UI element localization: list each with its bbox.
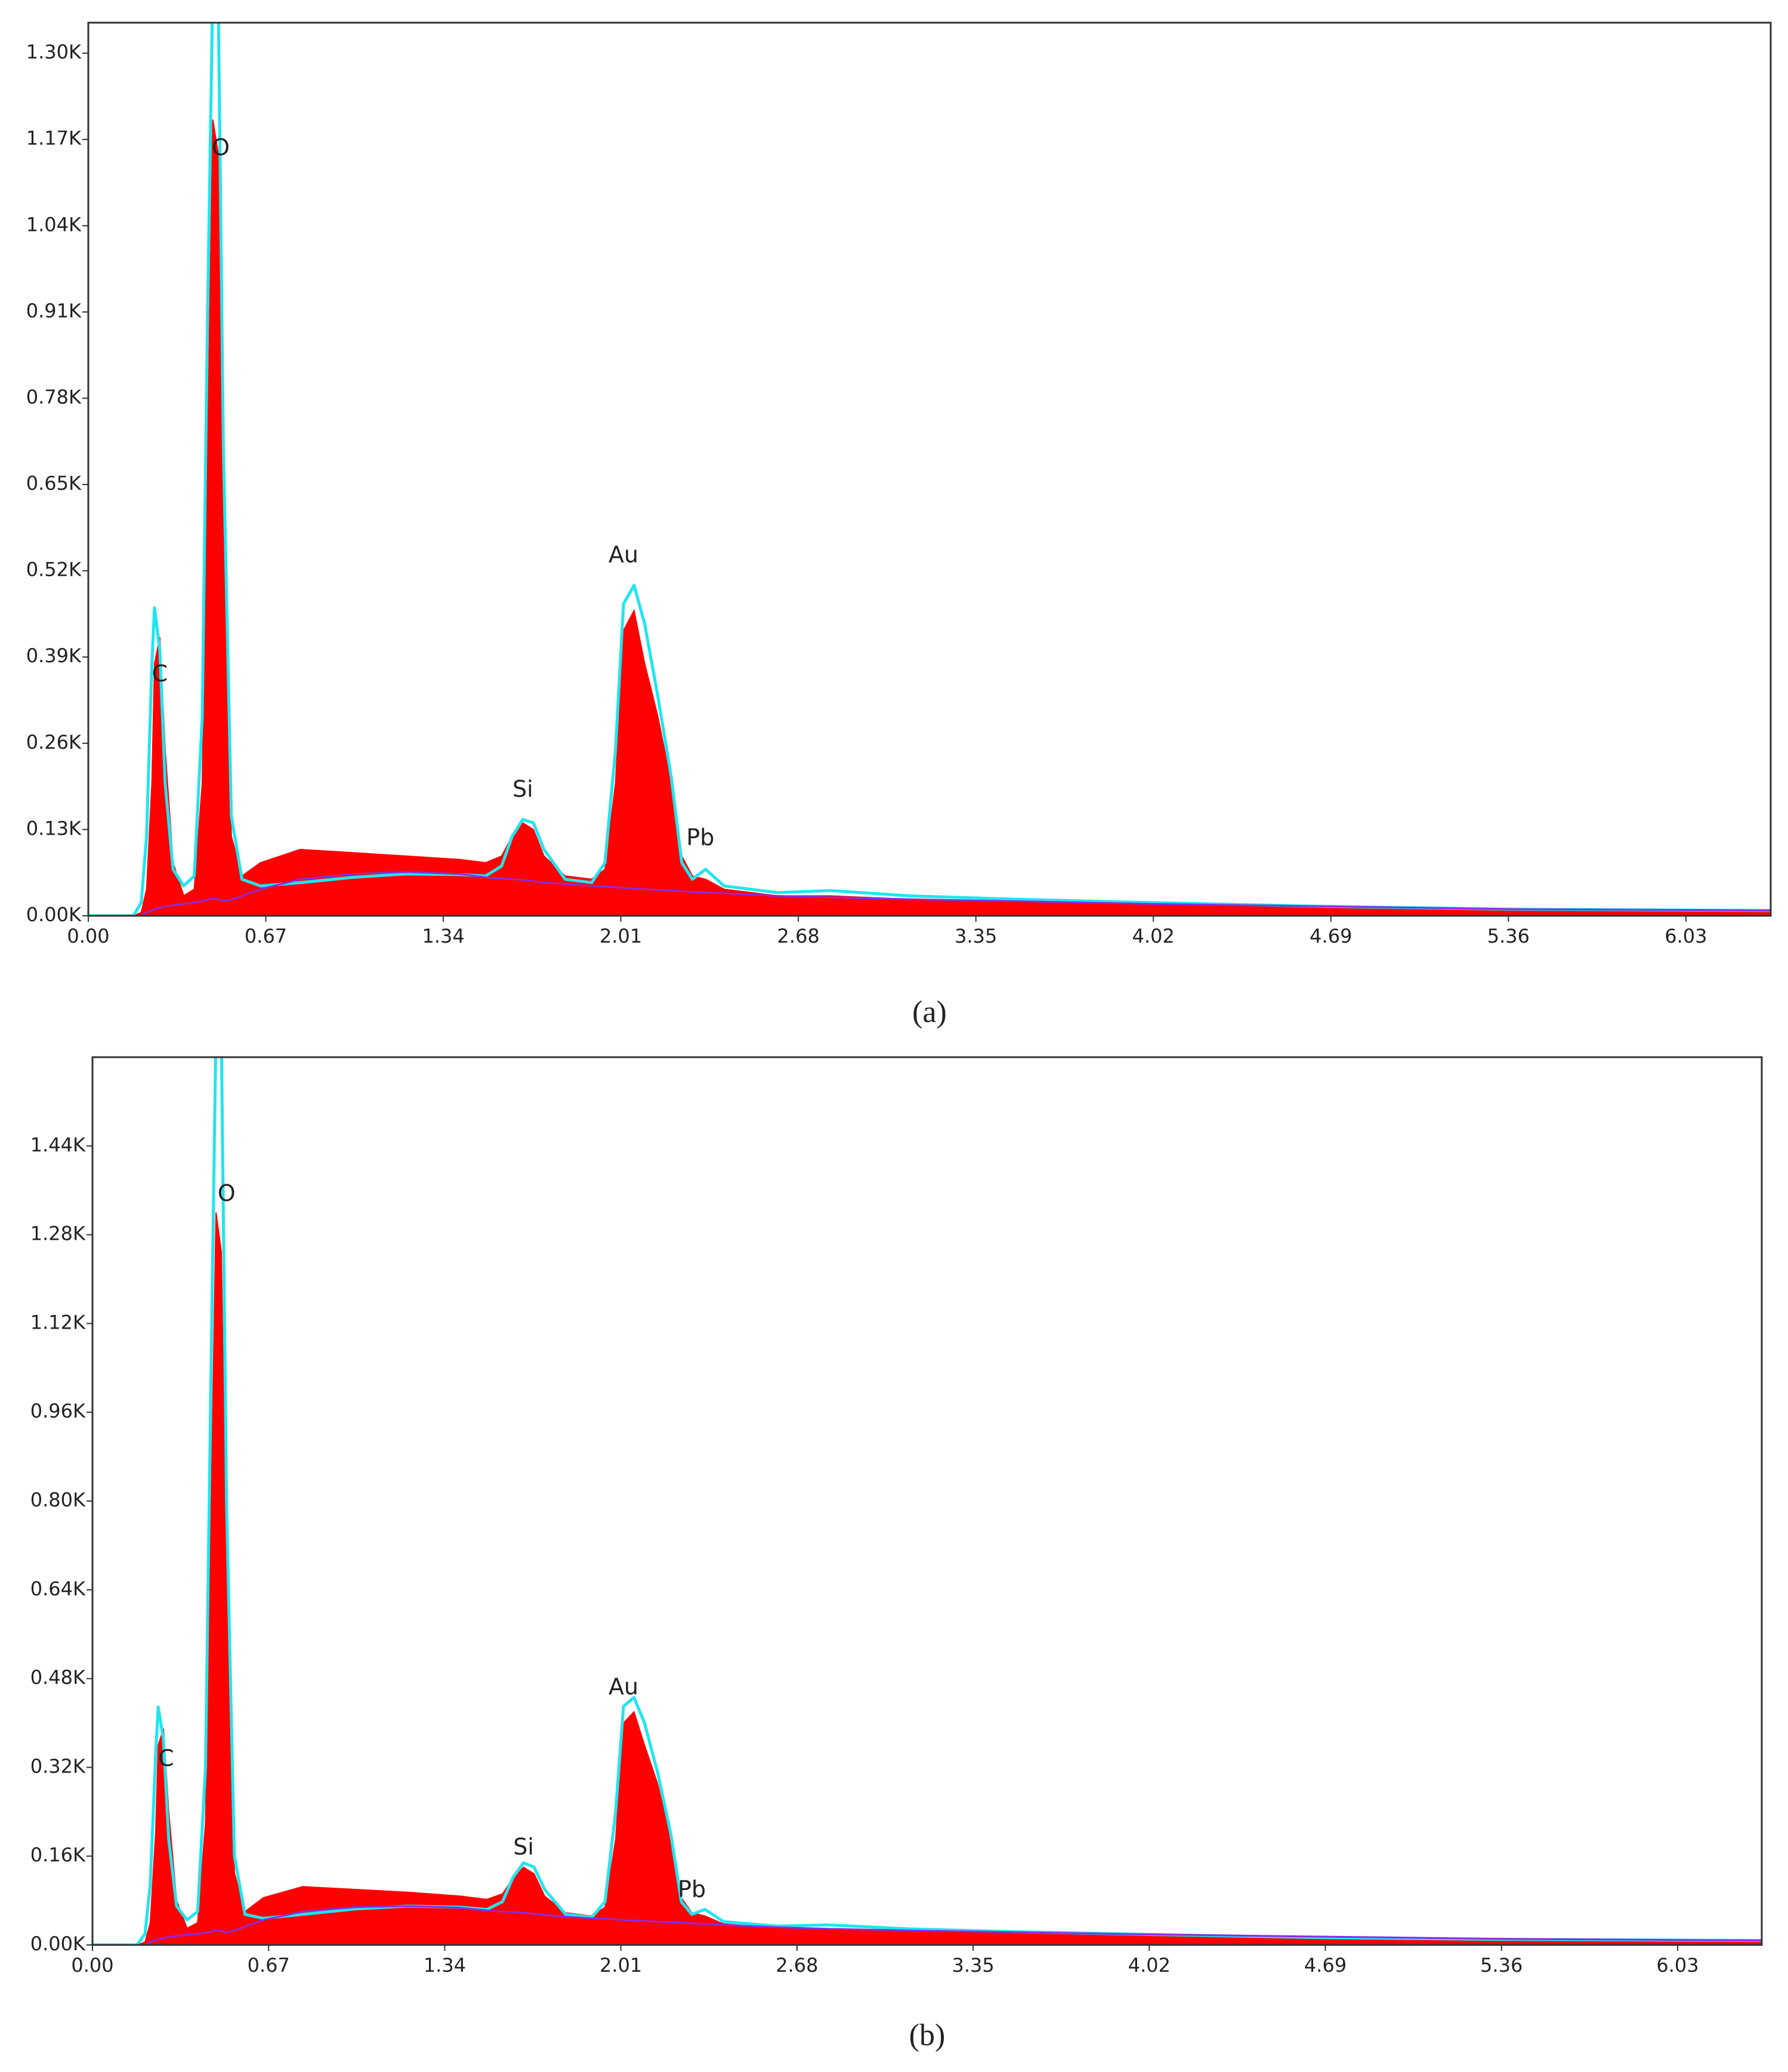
chart: C O Si Au Pb 0.00 0.67 1.34 2.01 2.68 3.35 4.02 4.69… <box>30 1056 1763 2052</box>
peak-label: O <box>212 134 230 160</box>
y-tick-label: 1.17K <box>26 127 82 150</box>
x-tick-label: 5.36 <box>1480 1954 1523 1977</box>
peak-label: C <box>158 1745 174 1771</box>
plot-frame <box>91 1056 1763 1946</box>
y-tick-label: 0.16K <box>30 1844 86 1866</box>
y-tick-label: 0.91K <box>26 299 82 322</box>
x-tick-label: 5.36 <box>1487 925 1530 947</box>
spectrum-area <box>92 1212 1762 1945</box>
x-tick-label: 0.00 <box>67 925 109 947</box>
x-tick-label: 0.67 <box>248 1954 290 1977</box>
y-tick-label: 0.00K <box>26 903 82 926</box>
x-tick-label: 2.01 <box>600 925 642 947</box>
y-tick-label: 0.26K <box>26 731 82 754</box>
x-tick-label: 1.34 <box>424 1954 466 1977</box>
y-tick-label: 0.00K <box>30 1932 86 1955</box>
peak-label: Pb <box>686 824 714 850</box>
peak-label: Si <box>513 1834 534 1860</box>
y-tick-label: 1.44K <box>30 1134 86 1156</box>
chart: C O Si Au Pb 0.00 0.67 1.34 2.01 2.68 3.35 4.02 4.69… <box>26 21 1772 1029</box>
caption: (a) <box>912 995 947 1029</box>
x-tick-label: 4.69 <box>1304 1954 1347 1977</box>
peak-label: O <box>218 1180 236 1206</box>
plot-area <box>92 1057 1762 1945</box>
x-tick-label: 3.35 <box>952 1954 994 1977</box>
x-tick-label: 6.03 <box>1665 925 1707 947</box>
x-tick-label: 2.01 <box>600 1954 642 1977</box>
fit-line <box>88 23 1771 916</box>
peak-label: Pb <box>678 1876 706 1902</box>
fit-line <box>92 1057 1762 1945</box>
x-tick-label: 4.02 <box>1132 925 1175 947</box>
plot-frame <box>87 21 1772 917</box>
y-tick-label: 0.48K <box>30 1666 86 1689</box>
caption: (b) <box>909 2018 946 2052</box>
x-tick-label: 0.00 <box>71 1954 113 1977</box>
x-tick-label: 1.34 <box>422 925 464 947</box>
x-tick-label: 6.03 <box>1656 1954 1699 1977</box>
x-tick-label: 4.69 <box>1310 925 1352 947</box>
y-tick-label: 0.52K <box>26 558 82 581</box>
y-tick-label: 1.28K <box>30 1222 86 1245</box>
y-tick-label: 0.64K <box>30 1577 86 1600</box>
y-tick-label: 1.30K <box>26 41 82 63</box>
background-line <box>92 1905 1762 1945</box>
background-line <box>88 871 1771 916</box>
peak-label: C <box>152 660 168 687</box>
x-tick-label: 2.68 <box>776 1954 818 1977</box>
spectrum-area <box>88 119 1771 916</box>
y-tick-label: 0.13K <box>26 817 82 839</box>
x-tick-label: 0.67 <box>245 925 287 947</box>
y-tick-label: 0.32K <box>30 1755 86 1777</box>
peak-label: Au <box>609 1673 638 1700</box>
y-tick-label: 0.96K <box>30 1400 86 1422</box>
peak-label: Si <box>512 776 533 802</box>
y-tick-label: 0.39K <box>26 644 82 667</box>
y-tick-label: 0.80K <box>30 1489 86 1511</box>
y-tick-label: 1.04K <box>26 213 82 236</box>
x-tick-label: 2.68 <box>777 925 820 947</box>
y-tick-label: 0.78K <box>26 385 82 408</box>
y-tick-label: 0.65K <box>26 472 82 495</box>
x-tick-label: 3.35 <box>955 925 997 947</box>
x-tick-label: 4.02 <box>1128 1954 1171 1977</box>
plot-area <box>88 23 1771 916</box>
peak-label: Au <box>609 542 638 568</box>
y-tick-label: 1.12K <box>30 1311 86 1333</box>
